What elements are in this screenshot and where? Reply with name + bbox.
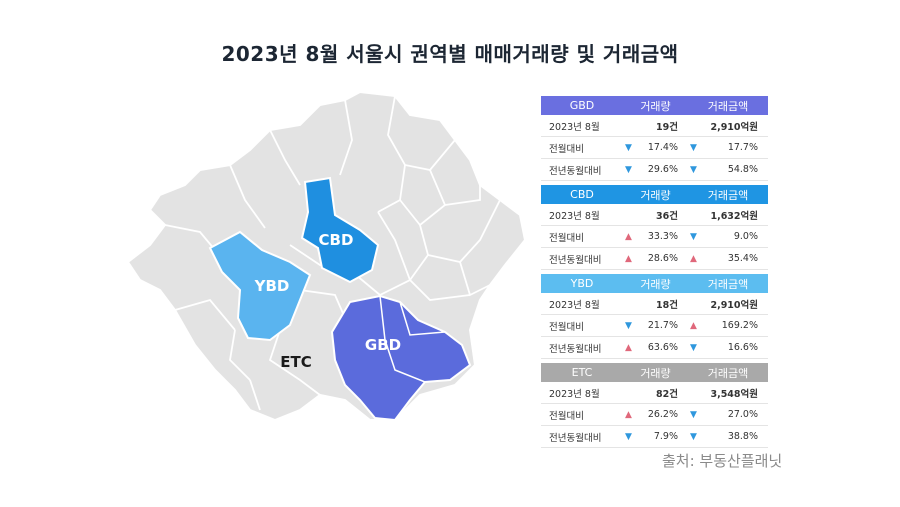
table-row: 전년동월대비 ▼ 7.9% ▼ 38.8% xyxy=(541,426,768,448)
up-arrow-icon: ▲ xyxy=(625,409,632,420)
map-label-gbd: GBD xyxy=(365,336,401,354)
table-row: 2023년 8월 19건 2,910억원 xyxy=(541,115,768,137)
table-ybd: YBD 거래량 거래금액 2023년 8월 18건 2,910억원 전월대비 ▼… xyxy=(541,274,768,359)
amount-value: 9.0% xyxy=(733,231,758,242)
map-label-cbd: CBD xyxy=(319,231,354,249)
amount-value: 35.4% xyxy=(727,253,758,264)
region-name: YBD xyxy=(570,277,594,290)
volume-header: 거래량 xyxy=(640,188,671,202)
down-arrow-icon: ▼ xyxy=(690,164,697,175)
page-title: 2023년 8월 서울시 권역별 매매거래량 및 거래금액 xyxy=(221,42,679,66)
up-arrow-icon: ▲ xyxy=(690,320,697,331)
amount-value: 16.6% xyxy=(727,342,758,353)
table-row: 전월대비 ▲ 33.3% ▼ 9.0% xyxy=(541,226,768,248)
table-row: 전월대비 ▼ 21.7% ▲ 169.2% xyxy=(541,315,768,337)
gbd-borders xyxy=(379,295,446,383)
table-row: 2023년 8월 36건 1,632억원 xyxy=(541,204,768,226)
down-arrow-icon: ▼ xyxy=(625,431,632,442)
region-name: GBD xyxy=(569,99,595,112)
volume-header: 거래량 xyxy=(640,99,671,113)
volume-value: 33.3% xyxy=(647,231,678,242)
row-label: 전월대비 xyxy=(549,232,584,244)
row-label: 전년동월대비 xyxy=(549,343,602,355)
source-credit: 출처: 부동산플래닛 xyxy=(662,452,783,470)
down-arrow-icon: ▼ xyxy=(690,231,697,242)
table-header: GBD 거래량 거래금액 xyxy=(541,96,768,115)
amount-value: 2,910억원 xyxy=(710,121,758,133)
table-row: 2023년 8월 18건 2,910억원 xyxy=(541,293,768,315)
table-etc: ETC 거래량 거래금액 2023년 8월 82건 3,548억원 전월대비 ▲… xyxy=(541,363,768,448)
volume-value: 21.7% xyxy=(647,320,678,331)
amount-value: 3,548억원 xyxy=(710,388,758,400)
row-label: 2023년 8월 xyxy=(549,210,600,222)
volume-value: 29.6% xyxy=(647,164,678,175)
row-label: 전월대비 xyxy=(549,410,584,422)
map-label-etc: ETC xyxy=(280,353,312,371)
map-region-ybd xyxy=(208,230,312,342)
amount-value: 27.0% xyxy=(727,409,758,420)
table-header: CBD 거래량 거래금액 xyxy=(541,185,768,204)
map-label-ybd: YBD xyxy=(254,277,290,295)
table-gbd: GBD 거래량 거래금액 2023년 8월 19건 2,910억원 전월대비 ▼… xyxy=(541,96,768,181)
down-arrow-icon: ▼ xyxy=(690,342,697,353)
district-borders xyxy=(164,95,501,411)
row-label: 전년동월대비 xyxy=(549,432,602,444)
amount-header: 거래금액 xyxy=(707,277,749,291)
row-label: 2023년 8월 xyxy=(549,121,600,133)
down-arrow-icon: ▼ xyxy=(690,142,697,153)
down-arrow-icon: ▼ xyxy=(690,431,697,442)
map-region-cbd xyxy=(300,176,380,284)
row-label: 전월대비 xyxy=(549,143,584,155)
volume-value: 19건 xyxy=(656,121,678,133)
down-arrow-icon: ▼ xyxy=(625,320,632,331)
up-arrow-icon: ▲ xyxy=(625,342,632,353)
table-row: 전월대비 ▲ 26.2% ▼ 27.0% xyxy=(541,404,768,426)
volume-value: 7.9% xyxy=(653,431,678,442)
region-name: ETC xyxy=(571,366,593,379)
volume-value: 26.2% xyxy=(647,409,678,420)
amount-header: 거래금액 xyxy=(707,99,749,113)
up-arrow-icon: ▲ xyxy=(625,253,632,264)
volume-value: 63.6% xyxy=(647,342,678,353)
up-arrow-icon: ▲ xyxy=(690,253,697,264)
volume-header: 거래량 xyxy=(640,366,671,380)
down-arrow-icon: ▼ xyxy=(625,164,632,175)
amount-value: 54.8% xyxy=(727,164,758,175)
down-arrow-icon: ▼ xyxy=(690,409,697,420)
volume-value: 82건 xyxy=(656,388,678,400)
volume-header: 거래량 xyxy=(640,277,671,291)
down-arrow-icon: ▼ xyxy=(625,142,632,153)
seoul-district-map: CBD YBD GBD ETC xyxy=(126,90,527,422)
table-header: YBD 거래량 거래금액 xyxy=(541,274,768,293)
region-name: CBD xyxy=(570,188,594,201)
amount-value: 169.2% xyxy=(721,320,758,331)
amount-value: 1,632억원 xyxy=(710,210,758,222)
table-row: 전년동월대비 ▼ 29.6% ▼ 54.8% xyxy=(541,159,768,181)
amount-header: 거래금액 xyxy=(707,366,749,380)
table-row: 2023년 8월 82건 3,548억원 xyxy=(541,382,768,404)
row-label: 전년동월대비 xyxy=(549,165,602,177)
stats-tables: GBD 거래량 거래금액 2023년 8월 19건 2,910억원 전월대비 ▼… xyxy=(541,96,768,452)
volume-value: 18건 xyxy=(656,299,678,311)
row-label: 전년동월대비 xyxy=(549,254,602,266)
table-row: 전월대비 ▼ 17.4% ▼ 17.7% xyxy=(541,137,768,159)
row-label: 2023년 8월 xyxy=(549,388,600,400)
row-label: 전월대비 xyxy=(549,321,584,333)
amount-value: 38.8% xyxy=(727,431,758,442)
volume-value: 28.6% xyxy=(647,253,678,264)
amount-value: 17.7% xyxy=(727,142,758,153)
volume-value: 36건 xyxy=(656,210,678,222)
amount-value: 2,910억원 xyxy=(710,299,758,311)
table-cbd: CBD 거래량 거래금액 2023년 8월 36건 1,632억원 전월대비 ▲… xyxy=(541,185,768,270)
table-row: 전년동월대비 ▲ 28.6% ▲ 35.4% xyxy=(541,248,768,270)
volume-value: 17.4% xyxy=(647,142,678,153)
up-arrow-icon: ▲ xyxy=(625,231,632,242)
table-header: ETC 거래량 거래금액 xyxy=(541,363,768,382)
amount-header: 거래금액 xyxy=(707,188,749,202)
row-label: 2023년 8월 xyxy=(549,299,600,311)
table-row: 전년동월대비 ▲ 63.6% ▼ 16.6% xyxy=(541,337,768,359)
